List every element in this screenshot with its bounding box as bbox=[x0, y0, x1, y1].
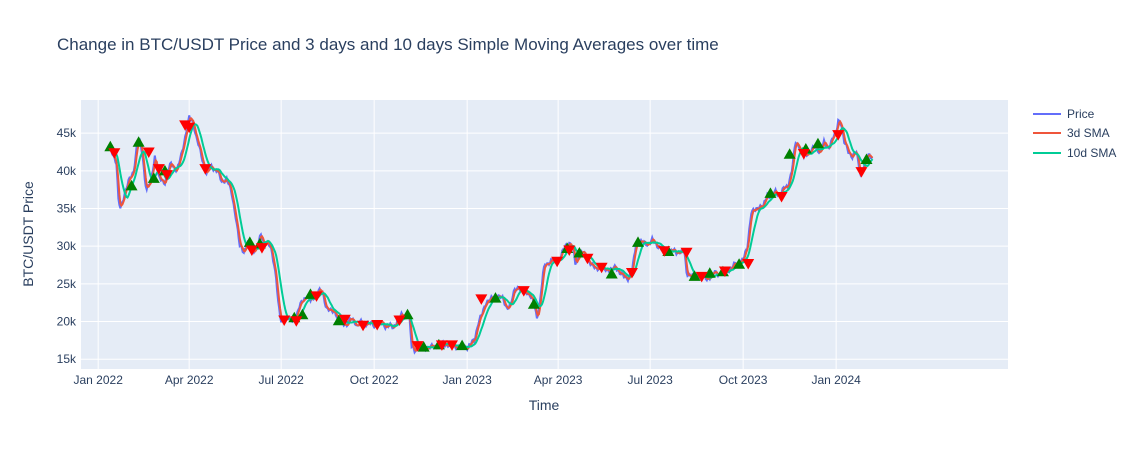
sell-signal-marker[interactable] bbox=[152, 164, 165, 175]
sell-signal-marker[interactable] bbox=[797, 148, 810, 160]
sell-signal-marker[interactable] bbox=[357, 320, 370, 332]
sell-signal-marker[interactable] bbox=[245, 245, 258, 256]
buy-signal-marker[interactable] bbox=[147, 172, 160, 183]
buy-signal-marker[interactable] bbox=[860, 153, 873, 165]
legend: Price 3d SMA 10d SMA bbox=[1033, 107, 1116, 160]
sell-signal-marker[interactable] bbox=[517, 286, 530, 297]
legend-label-10d-sma: 10d SMA bbox=[1067, 146, 1116, 160]
legend-label-price: Price bbox=[1067, 107, 1095, 121]
plot-area bbox=[81, 100, 1008, 369]
buy-signal-marker[interactable] bbox=[605, 268, 618, 279]
sell-signal-marker[interactable] bbox=[446, 340, 459, 351]
sell-signal-marker[interactable] bbox=[411, 341, 424, 352]
grid-lines bbox=[81, 100, 1008, 369]
x-tick-label: Jul 2022 bbox=[258, 373, 304, 387]
buy-signal-marker[interactable] bbox=[417, 341, 430, 352]
sell-signal-marker[interactable] bbox=[718, 266, 731, 278]
buy-signal-marker[interactable] bbox=[125, 179, 138, 191]
x-tick-label: Oct 2023 bbox=[719, 373, 768, 387]
legend-item-10d-sma[interactable]: 10d SMA bbox=[1033, 146, 1116, 160]
buy-signal-marker[interactable] bbox=[783, 148, 796, 159]
x-tick-label: Jan 2024 bbox=[811, 373, 861, 387]
x-axis-label: Time bbox=[529, 397, 560, 413]
sell-signal-marker[interactable] bbox=[255, 243, 268, 254]
x-tick-label: Jan 2023 bbox=[442, 373, 492, 387]
sell-signal-marker[interactable] bbox=[742, 259, 755, 270]
signal-markers bbox=[104, 120, 873, 352]
legend-label-3d-sma: 3d SMA bbox=[1067, 126, 1110, 140]
legend-item-3d-sma[interactable]: 3d SMA bbox=[1033, 126, 1110, 140]
buy-signal-marker[interactable] bbox=[632, 236, 645, 247]
buy-signal-marker[interactable] bbox=[688, 270, 701, 281]
chart-title: Change in BTC/USDT Price and 3 days and … bbox=[57, 35, 719, 54]
sell-signal-marker[interactable] bbox=[855, 167, 868, 178]
buy-signal-marker[interactable] bbox=[243, 236, 256, 247]
y-axis-label: BTC/USDT Price bbox=[20, 181, 36, 287]
buy-signal-marker[interactable] bbox=[527, 298, 540, 309]
x-tick-label: Oct 2022 bbox=[350, 373, 399, 387]
sell-signal-marker[interactable] bbox=[563, 245, 576, 256]
sell-signal-marker[interactable] bbox=[680, 247, 693, 259]
buy-signal-marker[interactable] bbox=[489, 292, 502, 303]
sell-signal-marker[interactable] bbox=[595, 262, 608, 274]
buy-signal-marker[interactable] bbox=[703, 267, 716, 278]
y-tick-label: 35k bbox=[57, 202, 77, 216]
y-tick-label: 45k bbox=[57, 126, 77, 140]
sell-signal-marker[interactable] bbox=[625, 268, 638, 279]
sell-signal-marker[interactable] bbox=[775, 191, 788, 203]
sell-signal-marker[interactable] bbox=[108, 148, 121, 159]
sell-signal-marker[interactable] bbox=[142, 147, 155, 158]
buy-signal-marker[interactable] bbox=[733, 258, 746, 269]
y-tick-label: 20k bbox=[57, 315, 77, 329]
sell-signal-marker[interactable] bbox=[290, 316, 303, 327]
sell-signal-marker[interactable] bbox=[371, 320, 384, 331]
y-tick-label: 15k bbox=[57, 352, 77, 366]
sell-signal-marker[interactable] bbox=[160, 170, 173, 181]
sell-signal-marker[interactable] bbox=[551, 256, 564, 268]
sell-signal-marker[interactable] bbox=[832, 130, 845, 141]
y-tick-label: 30k bbox=[57, 239, 77, 253]
sell-signal-marker[interactable] bbox=[695, 271, 708, 283]
legend-item-price[interactable]: Price bbox=[1033, 107, 1095, 121]
sell-signal-marker[interactable] bbox=[658, 246, 671, 257]
buy-signal-marker[interactable] bbox=[811, 137, 824, 149]
sell-signal-marker[interactable] bbox=[581, 253, 594, 265]
x-tick-label: Jul 2023 bbox=[627, 373, 673, 387]
sell-signal-marker[interactable] bbox=[435, 340, 448, 351]
sell-signal-marker[interactable] bbox=[278, 315, 291, 327]
y-axis-ticks: 15k 20k 25k 30k 35k 40k 45k bbox=[57, 126, 77, 366]
sell-signal-marker[interactable] bbox=[338, 314, 351, 326]
sell-signal-marker[interactable] bbox=[393, 315, 406, 327]
buy-signal-marker[interactable] bbox=[456, 339, 469, 351]
x-tick-label: Apr 2022 bbox=[165, 373, 214, 387]
buy-signal-marker[interactable] bbox=[332, 314, 345, 326]
x-tick-label: Apr 2023 bbox=[534, 373, 583, 387]
y-tick-label: 25k bbox=[57, 277, 77, 291]
series-line-3d-sma[interactable] bbox=[108, 117, 874, 352]
sell-signal-marker[interactable] bbox=[183, 122, 196, 134]
x-tick-label: Jan 2022 bbox=[73, 373, 123, 387]
y-tick-label: 40k bbox=[57, 164, 77, 178]
sell-signal-marker[interactable] bbox=[310, 291, 323, 302]
buy-signal-marker[interactable] bbox=[764, 187, 777, 198]
sell-signal-marker[interactable] bbox=[475, 294, 488, 305]
buy-signal-marker[interactable] bbox=[132, 136, 145, 147]
sell-signal-marker[interactable] bbox=[199, 164, 212, 175]
x-axis-ticks: Jan 2022 Apr 2022 Jul 2022 Oct 2022 Jan 2023… bbox=[73, 373, 861, 387]
